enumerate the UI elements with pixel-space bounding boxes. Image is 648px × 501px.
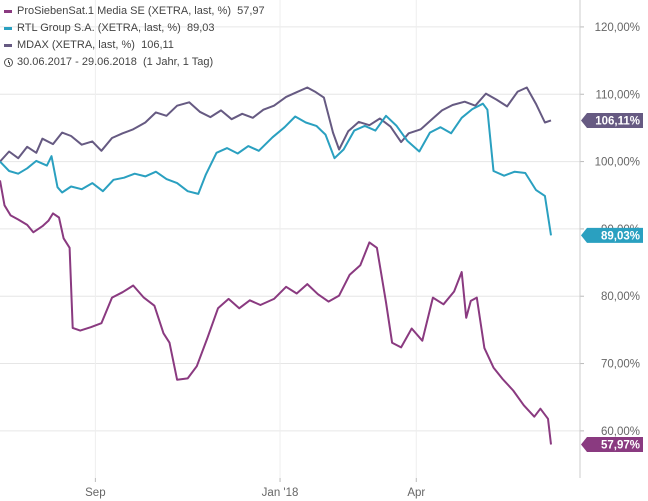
legend-label: RTL Group S.A. (XETRA, last, %) <box>17 22 181 34</box>
x-axis: Sep Jan '18 Apr <box>85 478 425 499</box>
y-tick-label: 80,00% <box>601 291 640 303</box>
series-line <box>0 102 552 236</box>
legend-swatch <box>4 27 12 30</box>
end-label-text: 89,03% <box>601 230 640 242</box>
period-range: 30.06.2017 - 29.06.2018 <box>17 56 137 68</box>
y-tick-label: 110,00% <box>595 89 640 101</box>
legend-value: 106,11 <box>141 39 174 51</box>
legend-item-mdax[interactable]: MDAX (XETRA, last, %) 106,11 <box>4 37 265 54</box>
chart-legend: ProSiebenSat.1 Media SE (XETRA, last, %)… <box>4 3 265 71</box>
y-axis: 60,00%70,00%80,00%90,00%100,00%110,00%12… <box>579 0 640 478</box>
clock-icon <box>4 58 13 67</box>
legend-swatch <box>4 44 12 47</box>
grid-lines <box>0 0 580 478</box>
end-label-tag <box>581 227 643 243</box>
legend-label: ProSiebenSat.1 Media SE (XETRA, last, %) <box>17 5 231 17</box>
legend-value: 57,97 <box>237 5 265 17</box>
end-label-tag <box>581 112 643 128</box>
y-tick-label: 120,00% <box>595 22 640 34</box>
series-line <box>0 180 552 445</box>
x-tick-label: Sep <box>85 487 105 499</box>
series-lines <box>0 86 552 445</box>
legend-item-prosieben[interactable]: ProSiebenSat.1 Media SE (XETRA, last, %)… <box>4 3 265 20</box>
legend-label: MDAX (XETRA, last, %) <box>17 39 135 51</box>
period-row[interactable]: 30.06.2017 - 29.06.2018 (1 Jahr, 1 Tag) <box>4 54 265 71</box>
legend-swatch <box>4 10 12 13</box>
period-note: (1 Jahr, 1 Tag) <box>143 56 214 68</box>
end-label-tag <box>581 437 643 453</box>
series-line <box>0 86 552 163</box>
y-tick-label: 60,00% <box>601 426 640 438</box>
legend-value: 89,03 <box>186 22 215 34</box>
y-tick-label: 70,00% <box>601 359 640 371</box>
y-tick-label: 100,00% <box>595 157 640 169</box>
legend-item-rtl[interactable]: RTL Group S.A. (XETRA, last, %) 89,03 <box>4 20 265 37</box>
end-label-text: 57,97% <box>601 440 640 452</box>
x-tick-label: Apr <box>407 487 425 499</box>
x-tick-label: Jan '18 <box>262 487 299 499</box>
end-value-labels: 106,11% 89,03% 57,97% <box>581 112 643 453</box>
end-label-text: 106,11% <box>595 115 640 127</box>
